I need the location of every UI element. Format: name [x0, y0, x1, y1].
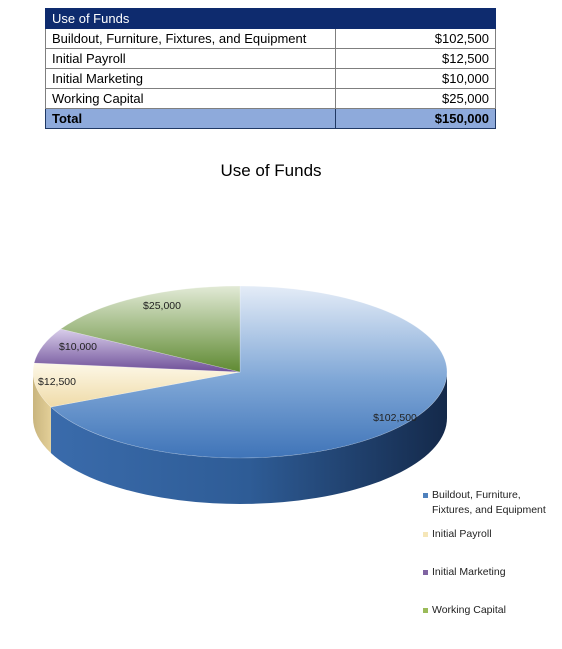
legend-item: Working Capital	[423, 603, 558, 618]
table-row: Buildout, Furniture, Fixtures, and Equip…	[45, 28, 496, 49]
pie-slice-1	[32, 362, 241, 408]
legend-swatch	[423, 532, 428, 537]
chart-title: Use of Funds	[220, 161, 322, 180]
legend-swatch	[423, 570, 428, 575]
pie-slice-2	[33, 328, 241, 373]
pie-slice-3	[60, 285, 241, 373]
pie-data-label-1: $12,500	[38, 376, 76, 388]
total-amount: $150,000	[335, 108, 496, 129]
row-label: Buildout, Furniture, Fixtures, and Equip…	[45, 28, 336, 49]
use-of-funds-table: Use of Funds Buildout, Furniture, Fixtur…	[45, 8, 496, 129]
row-label: Working Capital	[45, 88, 336, 109]
legend-label: Working Capital	[432, 604, 506, 616]
total-label: Total	[45, 108, 336, 129]
table-header: Use of Funds	[45, 8, 496, 29]
legend-item: Buildout, Furniture, Fixtures, and Equip…	[423, 488, 558, 518]
pie-side-0	[50, 372, 448, 504]
pie-data-label-2: $10,000	[59, 341, 97, 353]
legend-label: Initial Marketing	[432, 566, 506, 578]
legend-item: Initial Marketing	[423, 565, 558, 580]
row-label: Initial Marketing	[45, 68, 336, 89]
legend-item: Initial Payroll	[423, 527, 558, 542]
pie-data-label-0: $102,500	[373, 412, 417, 424]
total-row: Total $150,000	[45, 108, 496, 129]
pie-side-1	[33, 372, 51, 453]
table-row: Working Capital $25,000	[45, 88, 496, 109]
legend-swatch	[423, 493, 428, 498]
legend-label: Buildout, Furniture, Fixtures, and Equip…	[432, 489, 546, 516]
pie-slice-0	[50, 285, 448, 459]
pie-data-label-3: $25,000	[143, 300, 181, 312]
legend-swatch	[423, 608, 428, 613]
legend-label: Initial Payroll	[432, 528, 492, 540]
